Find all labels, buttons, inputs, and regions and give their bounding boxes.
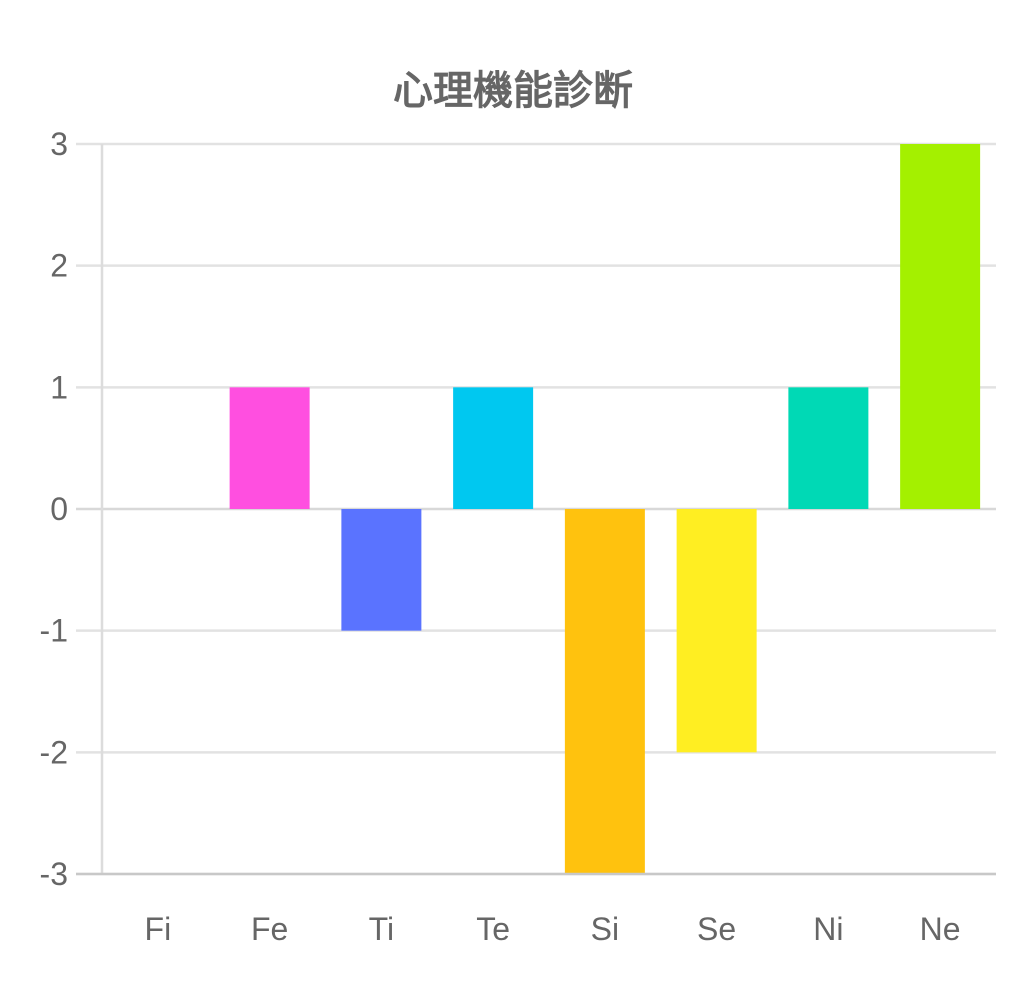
y-tick-label: 0 xyxy=(50,491,68,527)
axes xyxy=(76,144,996,876)
bar-si xyxy=(564,509,645,874)
bars xyxy=(229,144,981,874)
x-tick-label: Ne xyxy=(920,911,961,947)
y-tick-labels: 3 2 1 0 -1 -2 -3 xyxy=(40,126,68,892)
bar-te xyxy=(453,387,534,509)
y-tick-label: -3 xyxy=(40,856,68,892)
y-tick-label: -1 xyxy=(40,613,68,649)
x-tick-label: Se xyxy=(697,911,736,947)
y-tick-label: 2 xyxy=(50,248,68,284)
bar-ne xyxy=(900,144,981,509)
y-tick-label: 3 xyxy=(50,126,68,162)
x-tick-label: Fi xyxy=(145,911,172,947)
x-tick-labels: Fi Fe Ti Te Si Se Ni Ne xyxy=(145,911,961,947)
bar-se xyxy=(676,509,757,753)
x-tick-label: Si xyxy=(591,911,619,947)
bar-ni xyxy=(788,387,869,509)
bar-ti xyxy=(341,509,422,631)
x-tick-label: Ni xyxy=(813,911,843,947)
x-tick-label: Ti xyxy=(369,911,394,947)
x-tick-label: Fe xyxy=(251,911,288,947)
bar-fe xyxy=(229,387,310,509)
chart-title: 心理機能診断 xyxy=(393,68,633,114)
y-tick-label: -2 xyxy=(40,734,68,770)
x-tick-label: Te xyxy=(476,911,510,947)
y-tick-label: 1 xyxy=(50,369,68,405)
